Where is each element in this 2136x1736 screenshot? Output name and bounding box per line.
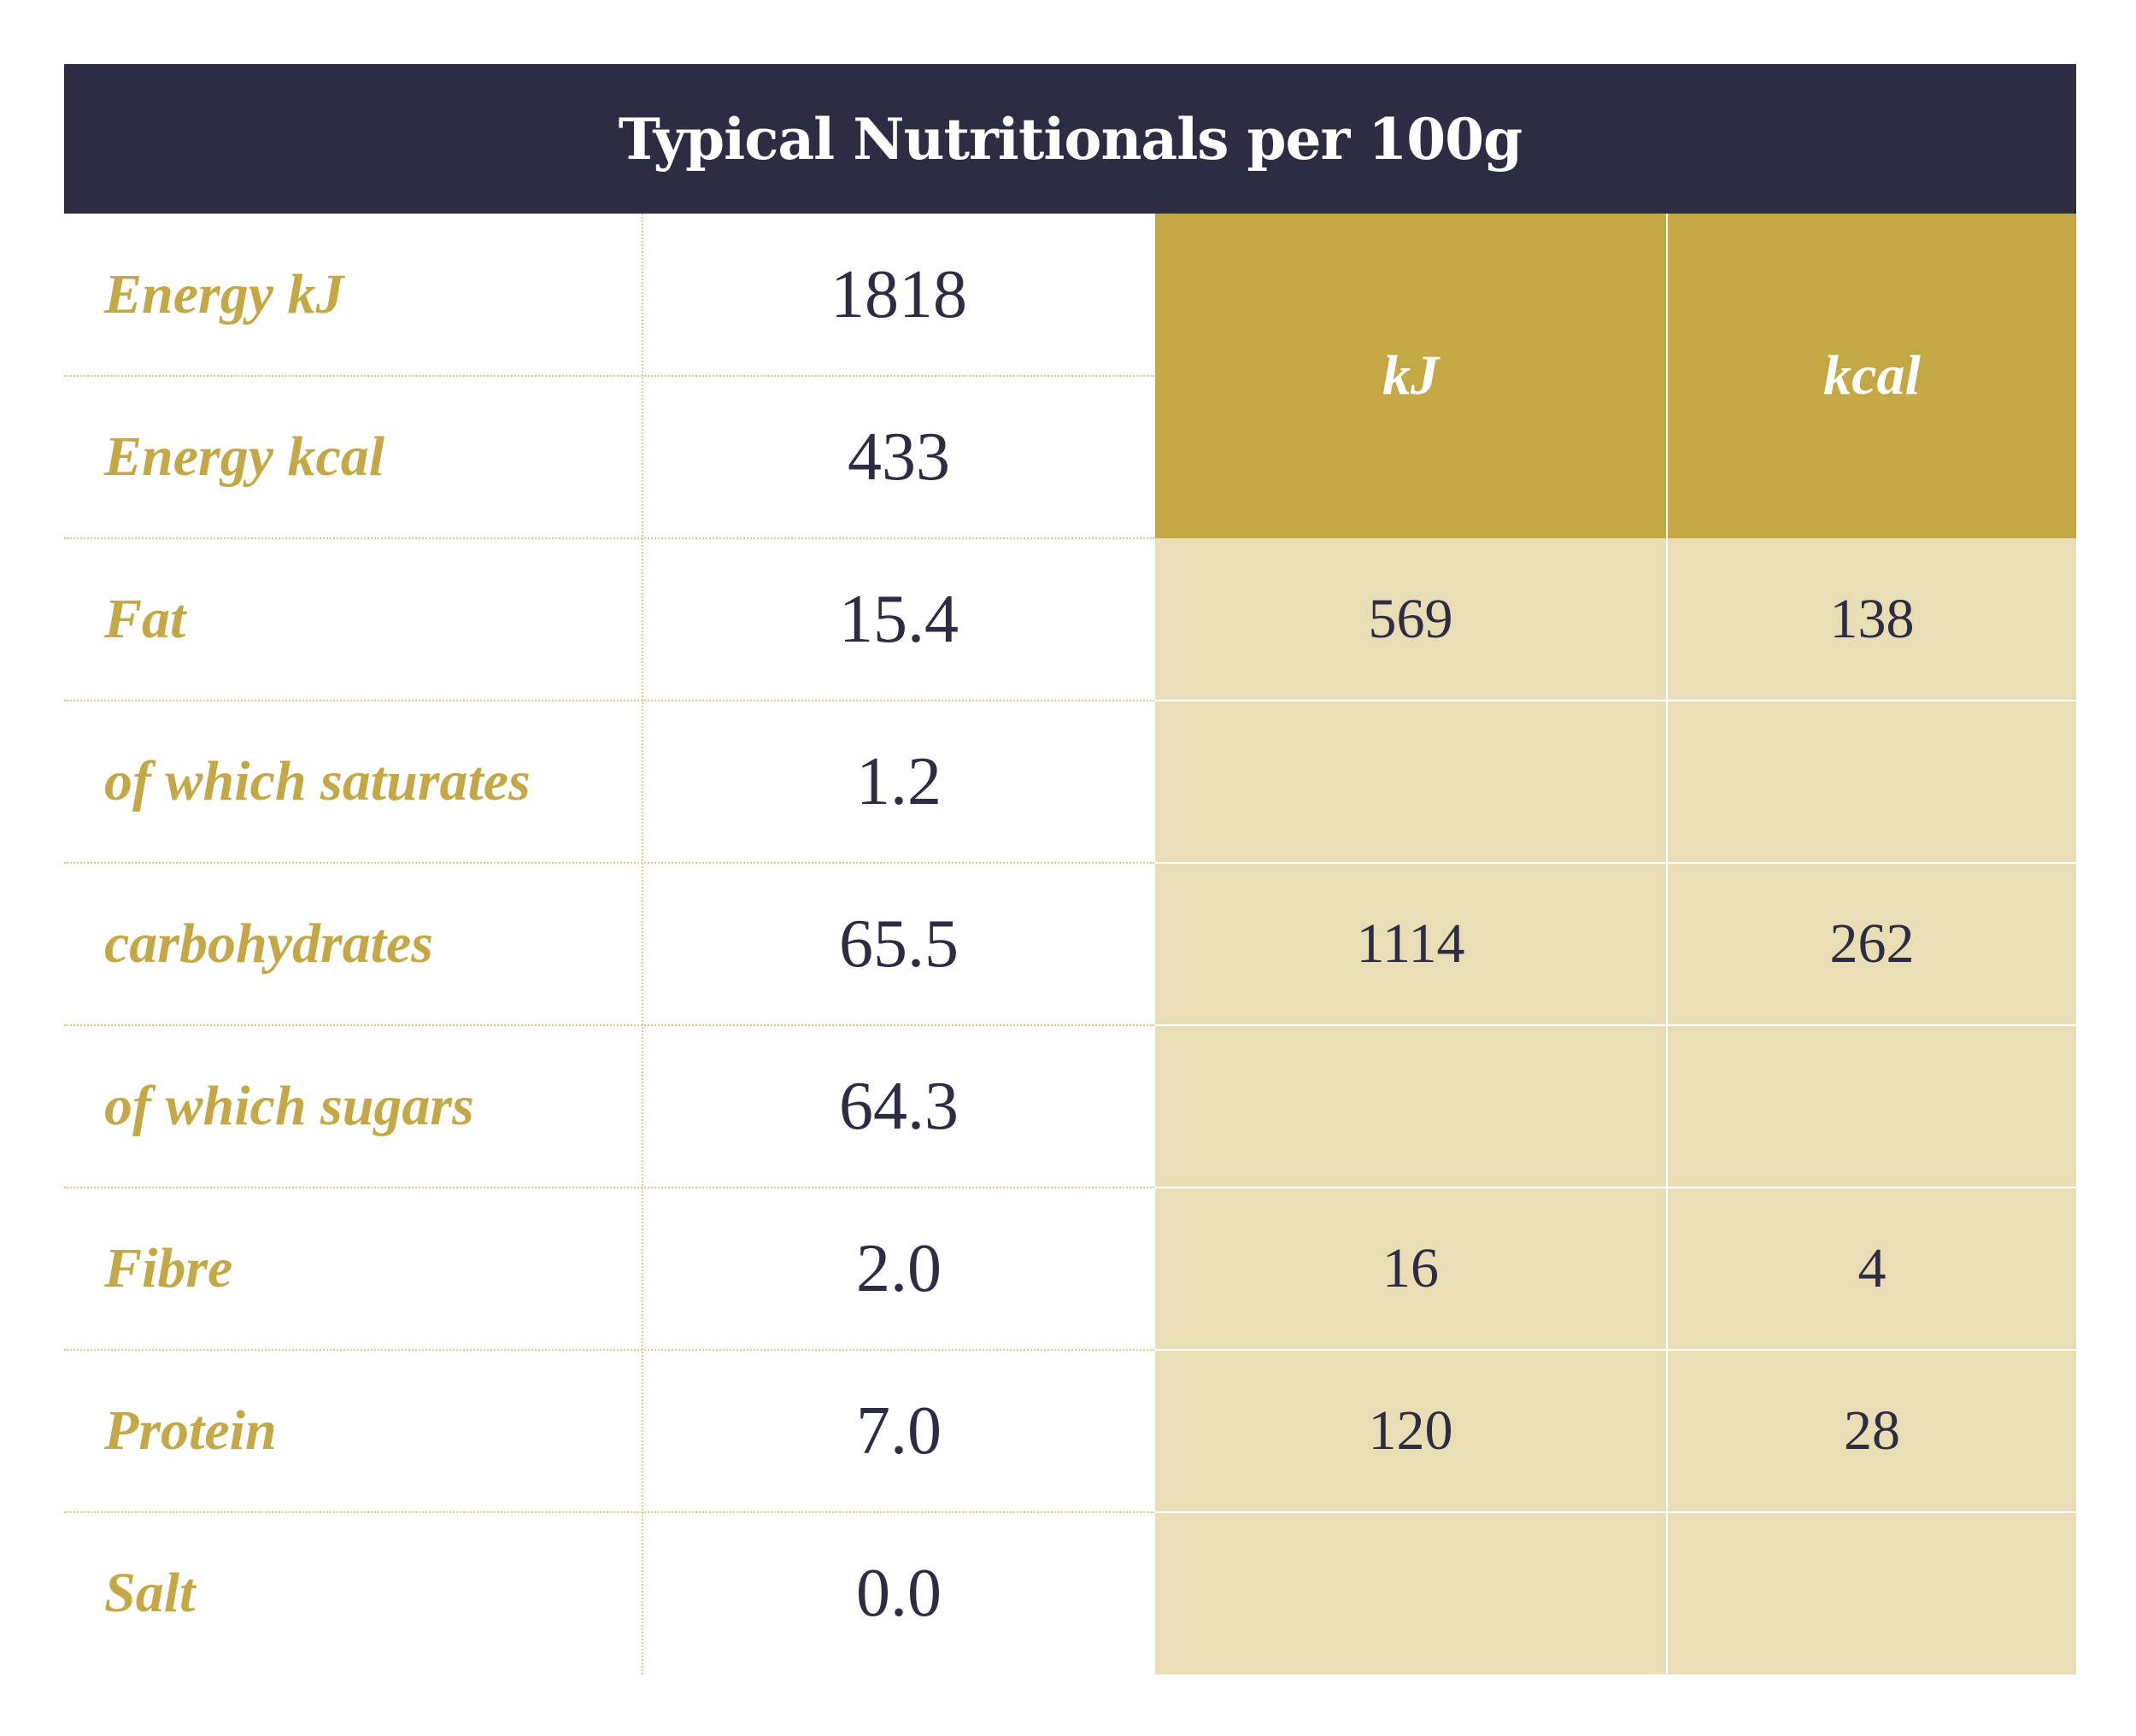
nutrition-table: Energy kJ 1818 Energy kcal 433 Fat 15.4 … [64,214,2076,1674]
kj-cell: 569 [1368,588,1453,650]
row-value: 433 [848,419,950,495]
kj-cell [1155,1025,1666,1188]
table-row-energy-kj: Energy kJ 1818 [64,214,1154,376]
row-divider [64,1349,1154,1351]
table-row-carbohydrates: carbohydrates 65.5 [64,863,1154,1025]
energy-breakdown-panel: kJ kcal 569 138 1114 262 [1155,214,2076,1674]
table-row-saturates: of which saturates 1.2 [64,701,1154,863]
table-row-protein: Protein 7.0 [64,1350,1154,1512]
kcal-cell: 262 [1829,912,1915,975]
row-divider [64,1511,1154,1513]
row-label: Energy kJ [104,263,344,326]
kcal-cell [1668,1025,2076,1188]
kcal-cell [1668,701,2076,863]
table-row-fibre: Fibre 2.0 [64,1188,1154,1350]
row-divider [1155,700,2076,701]
table-row: 16 4 [1155,1188,2076,1350]
table-row [1155,1025,2076,1188]
energy-breakdown-header: kJ kcal [1155,214,2076,538]
kj-cell: 1114 [1356,912,1465,975]
row-value: 0.0 [856,1556,942,1631]
row-divider [1155,1349,2076,1351]
kj-cell [1155,701,1666,863]
row-value: 1818 [830,257,967,332]
row-value: 7.0 [856,1393,942,1469]
row-label: of which sugars [104,1075,474,1137]
row-value: 64.3 [839,1069,959,1144]
row-label: carbohydrates [104,912,433,975]
column-divider [642,214,643,1674]
table-row [1155,1512,2076,1674]
table-row-fat: Fat 15.4 [64,538,1154,701]
row-divider [64,375,1154,377]
column-divider [1666,214,1668,1674]
row-divider [64,700,1154,701]
kcal-cell: 28 [1844,1399,1900,1462]
row-divider [1155,1024,2076,1026]
row-divider [64,862,1154,864]
table-title: Typical Nutritionals per 100g [618,105,1523,173]
kj-cell [1155,1512,1666,1674]
kcal-cell: 4 [1857,1237,1887,1299]
table-row: 120 28 [1155,1350,2076,1512]
energy-breakdown-body: 569 138 1114 262 16 4 [1155,538,2076,1674]
row-label: Salt [104,1562,196,1624]
table-row [1155,701,2076,863]
row-label: Fat [104,588,186,650]
kcal-cell: 138 [1829,588,1915,650]
row-label: Energy kcal [104,425,385,488]
table-row: 1114 262 [1155,863,2076,1025]
row-value: 2.0 [856,1231,942,1306]
row-divider [1155,1187,2076,1188]
row-divider [1155,1511,2076,1513]
row-divider [1155,862,2076,864]
row-label: Fibre [104,1237,233,1299]
table-row-sugars: of which sugars 64.3 [64,1025,1154,1188]
row-divider [64,1024,1154,1026]
table-row-salt: Salt 0.0 [64,1512,1154,1674]
row-label: of which saturates [104,750,531,812]
table-header: Typical Nutritionals per 100g [64,64,2076,214]
table-row-energy-kcal: Energy kcal 433 [64,376,1154,538]
row-label: Protein [104,1399,277,1462]
column-header-kcal: kcal [1823,344,1921,407]
kcal-cell [1668,1512,2076,1674]
column-header-kj: kJ [1382,344,1439,407]
kj-cell: 16 [1382,1237,1439,1299]
row-value: 15.4 [839,582,959,657]
kj-cell: 120 [1368,1399,1453,1462]
row-divider [64,1187,1154,1188]
row-divider [64,537,1154,539]
table-row: 569 138 [1155,538,2076,701]
row-value: 65.5 [839,906,959,982]
row-value: 1.2 [856,744,942,819]
